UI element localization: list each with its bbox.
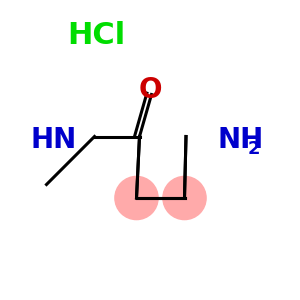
Circle shape	[115, 176, 158, 220]
Text: 2: 2	[248, 140, 260, 158]
Text: NH: NH	[218, 125, 264, 154]
Text: O: O	[138, 76, 162, 104]
Text: HN: HN	[31, 125, 77, 154]
Text: HCl: HCl	[67, 22, 125, 50]
Circle shape	[163, 176, 206, 220]
